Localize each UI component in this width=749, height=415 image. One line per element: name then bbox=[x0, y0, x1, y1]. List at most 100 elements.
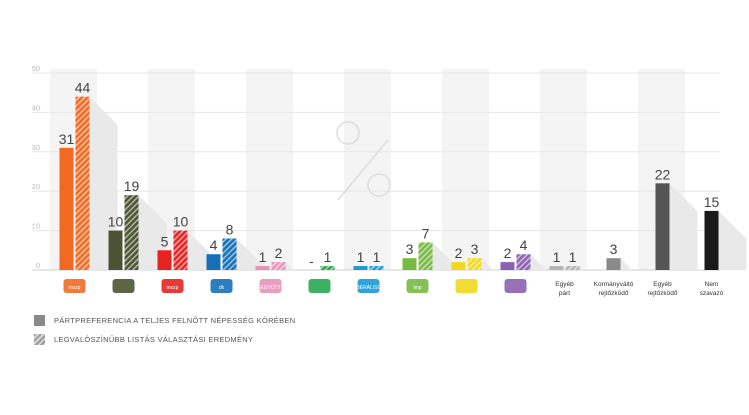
bar-preference bbox=[157, 250, 172, 270]
bar-shadow bbox=[718, 210, 747, 270]
bar-preference bbox=[402, 258, 417, 270]
legend-label-preference: PÁRTPREFERENCIA A TELJES FELNŐTT NÉPESSÉ… bbox=[54, 316, 296, 325]
bar-result bbox=[418, 242, 433, 270]
bar-result bbox=[565, 266, 580, 270]
data-label-result: 2 bbox=[275, 245, 283, 261]
bar-result bbox=[271, 262, 286, 270]
bar-result bbox=[369, 266, 384, 270]
dk-logo-text: dk bbox=[219, 285, 225, 291]
category-label: Egyéb bbox=[653, 281, 672, 288]
data-label-preference: 5 bbox=[161, 233, 169, 249]
data-label-preference: 3 bbox=[406, 241, 414, 257]
bar-result bbox=[173, 230, 188, 270]
mszp-parbeszed-logo-text: mszp bbox=[69, 285, 81, 291]
data-label-preference: 2 bbox=[455, 245, 463, 261]
bar-preference bbox=[606, 258, 621, 270]
data-label-preference: 31 bbox=[59, 131, 75, 147]
bar-shadow bbox=[236, 238, 265, 270]
category-label: rejtőzködő bbox=[648, 290, 678, 297]
y-tick-label: 10 bbox=[32, 222, 40, 231]
y-tick-label: 20 bbox=[32, 182, 40, 191]
data-label-preference: 10 bbox=[108, 214, 124, 230]
bar-shadow bbox=[579, 266, 584, 270]
mszp-logo-text: mszp bbox=[167, 285, 179, 291]
momentum-logo-icon bbox=[504, 279, 527, 293]
data-label-result: 1 bbox=[373, 249, 381, 265]
bar-preference bbox=[353, 266, 368, 270]
data-label-result: 4 bbox=[520, 237, 528, 253]
mszp-parbeszed-logo-icon bbox=[63, 279, 86, 293]
category-label: Kormányváltó bbox=[594, 281, 634, 288]
data-label-result: 1 bbox=[569, 249, 577, 265]
bar-result bbox=[222, 238, 237, 270]
data-label-preference: 22 bbox=[655, 166, 671, 182]
bar-preference bbox=[655, 183, 670, 270]
data-label-result: 3 bbox=[471, 241, 479, 257]
y-tick-label: 50 bbox=[32, 64, 40, 73]
data-label-preference: - bbox=[309, 253, 314, 269]
bar-shadow bbox=[669, 183, 698, 270]
bar-result bbox=[467, 258, 482, 270]
column-band bbox=[246, 69, 293, 270]
egyutt-logo-icon bbox=[259, 279, 282, 293]
bar-shadow bbox=[620, 258, 633, 270]
data-label-preference: 1 bbox=[259, 249, 267, 265]
legend-label-result: LEGVALÓSZÍNŰBB LISTÁS VÁLASZTÁSI EREDMÉN… bbox=[54, 335, 254, 344]
mkkp-logo-icon bbox=[455, 279, 478, 293]
bar-preference bbox=[255, 266, 270, 270]
parbeszed-logo-icon bbox=[308, 279, 331, 293]
bar-result bbox=[75, 96, 90, 270]
bar-preference bbox=[108, 230, 123, 270]
bar-preference bbox=[206, 254, 221, 270]
data-label-result: 8 bbox=[226, 221, 234, 237]
category-label: szavazó bbox=[700, 290, 724, 297]
data-label-preference: 3 bbox=[610, 241, 618, 257]
data-label-preference: 1 bbox=[553, 249, 561, 265]
legend-item-result: LEGVALÓSZÍNŰBB LISTÁS VÁLASZTÁSI EREDMÉN… bbox=[34, 334, 253, 345]
data-label-result: 7 bbox=[422, 225, 430, 241]
bar-preference bbox=[549, 266, 564, 270]
lmp-logo-text: lmp bbox=[413, 285, 421, 291]
legend-item-preference: PÁRTPREFERENCIA A TELJES FELNŐTT NÉPESSÉ… bbox=[34, 315, 295, 326]
category-label: rejtőzködő bbox=[599, 290, 629, 297]
data-label-result: 1 bbox=[324, 249, 332, 265]
column-band bbox=[344, 69, 391, 270]
bar-shadow bbox=[89, 96, 118, 270]
bar-result bbox=[124, 195, 139, 270]
data-label-result: 19 bbox=[124, 178, 140, 194]
y-tick-label: 30 bbox=[32, 143, 40, 152]
legend-swatch-hatched bbox=[34, 334, 45, 345]
lmp-logo-icon bbox=[406, 279, 429, 293]
column-band bbox=[540, 69, 587, 270]
fidesz-kdnp-logo-icon bbox=[112, 279, 135, 293]
column-band bbox=[442, 69, 489, 270]
data-label-preference: 4 bbox=[210, 237, 218, 253]
y-tick-label: 0 bbox=[36, 261, 40, 270]
category-label: párt bbox=[559, 290, 570, 297]
bar-shadow bbox=[530, 254, 547, 270]
category-label: Egyéb bbox=[555, 281, 574, 288]
bar-shadow bbox=[481, 258, 494, 270]
egyutt-logo-text: EGYÜTT bbox=[260, 284, 280, 291]
percent-decoration bbox=[336, 121, 360, 145]
data-label-result: 10 bbox=[173, 214, 189, 230]
bar-preference bbox=[451, 262, 466, 270]
bar-result bbox=[320, 266, 335, 270]
bar-preference bbox=[704, 210, 719, 270]
category-label: Nem bbox=[705, 281, 719, 288]
legend-swatch-solid bbox=[34, 315, 45, 326]
y-tick-label: 40 bbox=[32, 103, 40, 112]
liberalisok-logo-text: LIBERÁLISOK bbox=[352, 284, 385, 291]
data-label-preference: 2 bbox=[504, 245, 512, 261]
mszp-logo-icon bbox=[161, 279, 184, 293]
dk-logo-icon bbox=[210, 279, 233, 293]
percent-decoration bbox=[337, 139, 389, 201]
bar-shadow bbox=[383, 266, 388, 270]
bar-preference bbox=[500, 262, 515, 270]
percent-decoration bbox=[367, 173, 391, 197]
liberalisok-logo-icon bbox=[357, 279, 380, 293]
data-label-result: 44 bbox=[75, 80, 91, 96]
bar-shadow bbox=[334, 266, 339, 270]
bar-shadow bbox=[285, 262, 294, 270]
